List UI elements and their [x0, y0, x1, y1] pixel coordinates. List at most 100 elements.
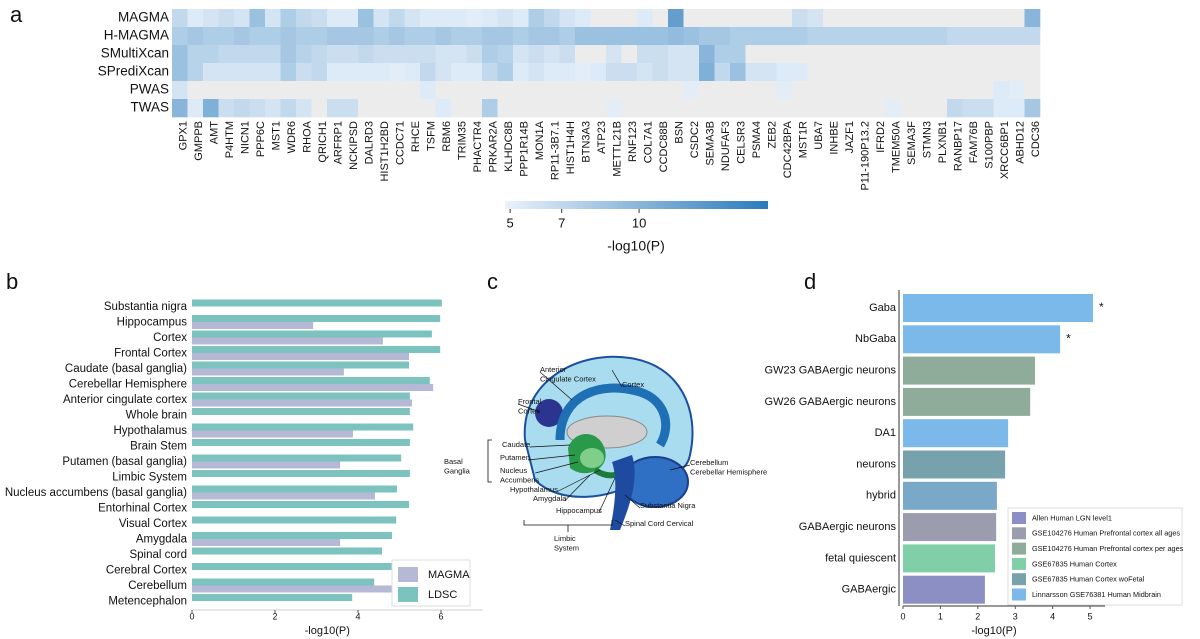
column-label: MON1A: [534, 120, 546, 160]
heat-cell: [451, 63, 467, 82]
heat-cell: [466, 9, 483, 28]
heat-cell: [172, 45, 188, 64]
missing-cell: [776, 45, 793, 64]
missing-cell: [1009, 9, 1025, 28]
panel-label: b: [6, 269, 18, 294]
heat-cell: [621, 63, 638, 82]
heat-cell: [404, 63, 421, 82]
missing-cell: [885, 81, 901, 100]
missing-cell: [916, 9, 932, 28]
heat-cell: [203, 27, 219, 46]
heat-cell: [389, 45, 405, 64]
missing-cell: [218, 81, 235, 100]
legend-swatch: [398, 567, 418, 582]
missing-cell: [947, 45, 963, 64]
diagram-label: Caudate: [502, 440, 530, 449]
heat-cell: [668, 9, 684, 28]
category-label: Hippocampus: [117, 317, 188, 329]
column-label: PHACTR4: [472, 121, 484, 172]
heat-cell: [668, 63, 684, 82]
column-label: RBM6: [441, 121, 453, 152]
heat-cell: [203, 63, 219, 82]
column-label: AMT: [209, 121, 221, 145]
column-label: ATP23: [596, 121, 608, 154]
heat-cell: [358, 63, 374, 82]
heat-cell: [792, 9, 808, 28]
missing-cell: [916, 45, 932, 64]
missing-cell: [358, 99, 374, 118]
diagram-label: Frontal: [518, 397, 542, 406]
category-label: Metencephalon: [108, 596, 187, 608]
heat-cell: [218, 27, 235, 46]
missing-cell: [838, 9, 855, 28]
heat-cell: [993, 27, 1010, 46]
x-tick-label: 4: [1050, 611, 1055, 621]
missing-cell: [978, 63, 994, 82]
heat-cell: [172, 99, 188, 118]
heat-cell: [420, 45, 436, 64]
diagram-label: Spinal Cord Cervical: [625, 519, 694, 528]
x-tick-label: 2: [975, 611, 980, 621]
missing-cell: [838, 45, 855, 64]
column-label: TMEM50A: [891, 120, 903, 173]
missing-cell: [900, 99, 917, 118]
category-label: Cortex: [153, 332, 187, 344]
column-label: SEMA3B: [705, 121, 717, 166]
missing-cell: [683, 9, 700, 28]
heat-cell: [1024, 99, 1041, 118]
legend-label: LDSC: [428, 589, 457, 601]
missing-cell: [575, 81, 591, 100]
missing-cell: [838, 81, 855, 100]
heat-cell: [528, 9, 545, 28]
heat-cell: [218, 63, 235, 82]
missing-cell: [776, 9, 793, 28]
heat-cell: [513, 63, 529, 82]
column-label: CSDC2: [689, 121, 701, 158]
heat-cell: [714, 63, 731, 82]
heat-cell: [1009, 81, 1025, 100]
column-label: HIST1H2BD: [379, 121, 391, 182]
diagram-label: Limbic: [554, 534, 576, 543]
heat-cell: [885, 27, 901, 46]
missing-cell: [699, 81, 715, 100]
bracket: [523, 520, 613, 532]
category-label: GABAergic: [842, 584, 897, 596]
missing-cell: [869, 9, 886, 28]
leader-line: [529, 444, 571, 448]
missing-cell: [621, 9, 638, 28]
x-axis-title: -log10(P): [971, 625, 1016, 637]
category-label: Frontal Cortex: [114, 348, 187, 360]
missing-cell: [296, 81, 312, 100]
heat-cell: [296, 45, 312, 64]
heat-cell: [203, 45, 219, 64]
heat-cell: [652, 27, 669, 46]
bracket: [487, 439, 492, 483]
category-label: Hypothalamus: [113, 425, 187, 437]
heat-cell: [761, 63, 777, 82]
heat-cell: [404, 45, 421, 64]
bar: [192, 353, 410, 360]
missing-cell: [404, 99, 421, 118]
heat-cell: [606, 63, 622, 82]
heat-cell: [730, 45, 746, 64]
legend-label: GSE104276 Human Prefrontal cortex all ag…: [1032, 529, 1180, 538]
diagram-label: Cerebellum: [690, 458, 728, 467]
heat-cell: [513, 9, 529, 28]
column-label: PSMA4: [751, 121, 763, 158]
legend-label: GSE104276 Human Prefrontal cortex per ag…: [1032, 544, 1184, 553]
heat-cell: [807, 27, 824, 46]
bar: [192, 299, 442, 307]
column-label: PLXNB1: [937, 121, 949, 163]
heat-cell: [606, 45, 622, 64]
missing-cell: [761, 45, 777, 64]
missing-cell: [683, 99, 700, 118]
bar: [903, 544, 996, 573]
heat-cell: [745, 63, 762, 82]
heat-cell: [296, 99, 312, 118]
diagram-label: Hippocampus: [556, 506, 602, 515]
missing-cell: [869, 99, 886, 118]
heat-cell: [296, 63, 312, 82]
missing-cell: [745, 45, 762, 64]
category-label: Whole brain: [126, 410, 187, 422]
